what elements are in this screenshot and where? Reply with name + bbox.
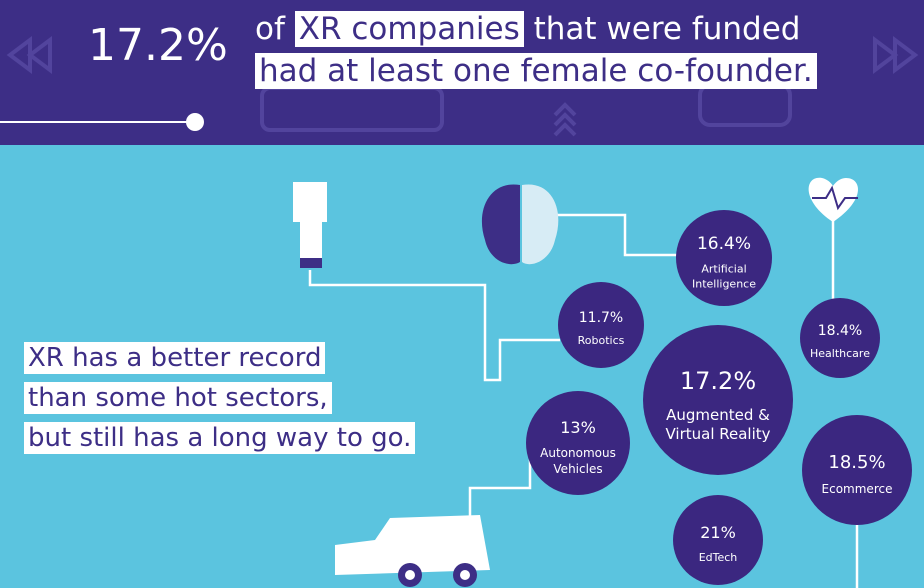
headline-text: that were funded	[533, 11, 801, 47]
bubble-label: EdTech	[699, 551, 738, 564]
bubble	[676, 210, 772, 306]
headline-line2: had at least one female co-founder.	[255, 52, 817, 90]
bubble	[802, 415, 912, 525]
bubble-label: Ecommerce	[822, 482, 893, 496]
bubble-value: 18.4%	[818, 323, 862, 339]
headline-highlight: had at least one female co-founder.	[255, 53, 817, 89]
brain-icon	[481, 184, 559, 265]
bubble-value: 13%	[560, 418, 596, 437]
bubble	[558, 282, 644, 368]
headline-line1: of XR companies that were funded	[255, 10, 800, 48]
message-line: XR has a better record	[24, 342, 326, 374]
headline-highlight: XR companies	[294, 11, 524, 47]
bubble-value: 16.4%	[697, 234, 751, 254]
car-icon	[335, 515, 490, 587]
bubble-label: Autonomous	[540, 446, 616, 460]
message-line: but still has a long way to go.	[24, 422, 416, 454]
message-line: than some hot sectors,	[24, 382, 332, 414]
bubble-label: Vehicles	[553, 462, 602, 476]
bubble-value: 21%	[700, 523, 736, 542]
bubble-value: 18.5%	[828, 452, 885, 473]
heart-icon	[808, 177, 859, 222]
bubble	[673, 495, 763, 585]
bubble	[643, 325, 793, 475]
bubble	[526, 391, 630, 495]
bubble-label: Virtual Reality	[665, 425, 770, 443]
bubble	[800, 298, 880, 378]
bubble-label: Intelligence	[692, 278, 756, 291]
robot-hand-icon	[293, 182, 327, 268]
headline-text: of	[255, 11, 285, 47]
bubble-value: 11.7%	[579, 310, 623, 326]
bubble-label: Artificial	[701, 263, 746, 276]
bubble-label: Augmented &	[666, 406, 770, 424]
bubble-label: Robotics	[578, 334, 625, 347]
bubble-value: 17.2%	[680, 367, 756, 395]
bubble-label: Healthcare	[810, 347, 870, 360]
headline-stat: 17.2%	[88, 20, 228, 71]
